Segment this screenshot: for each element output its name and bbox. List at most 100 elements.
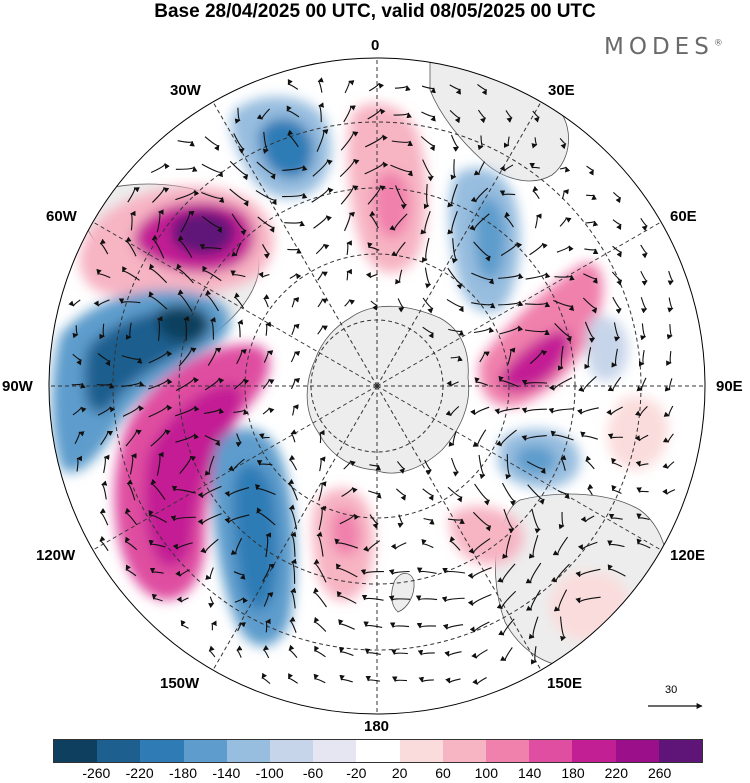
wind-arrow — [180, 210, 195, 233]
wind-arrow — [611, 457, 623, 468]
wind-arrow — [392, 676, 407, 682]
wind-arrow — [317, 298, 328, 308]
wind-arrow — [422, 297, 434, 314]
wind-arrow — [415, 595, 438, 602]
colorbar-tick-label: -60 — [302, 765, 324, 781]
wind-arrow — [341, 487, 358, 497]
wind-arrow — [395, 488, 407, 501]
colorbar-tick-label: -260 — [82, 765, 111, 781]
wind-arrow — [450, 134, 460, 152]
wind-arrow — [121, 355, 143, 364]
wind-arrow — [607, 564, 626, 577]
wind-arrow — [472, 511, 492, 532]
wind-arrow — [550, 563, 570, 583]
wind-arrow — [289, 616, 297, 633]
wind-arrow — [129, 453, 137, 475]
wind-arrow — [96, 268, 111, 279]
wind-arrow — [529, 163, 540, 169]
wind-arrow — [364, 648, 381, 655]
wind-arrow — [448, 431, 457, 447]
wind-arrow — [548, 407, 574, 414]
map-border — [48, 57, 706, 715]
wind-arrow — [369, 210, 379, 229]
wind-arrow — [314, 645, 326, 658]
wind-arrow — [176, 596, 189, 603]
colorbar-swatch — [313, 740, 357, 762]
wind-arrow — [503, 509, 515, 534]
colorbar-swatch — [529, 740, 573, 762]
antarctica-land — [306, 305, 470, 474]
wind-arrow — [521, 379, 548, 386]
wind-arrow — [365, 675, 381, 682]
wind-arrow — [291, 297, 300, 308]
wind-arrow — [201, 163, 223, 178]
wind-arrow — [478, 454, 486, 480]
wind-arrow — [233, 378, 250, 390]
wind-arrow — [265, 618, 271, 633]
wind-arrow — [197, 485, 222, 499]
wind-arrow — [394, 85, 411, 92]
wind-arrow — [317, 271, 328, 281]
wind-arrow — [548, 377, 573, 391]
wind-arrow — [313, 673, 326, 684]
wind-arrow — [612, 245, 622, 258]
wind-arrow — [479, 351, 490, 363]
wind-arrow — [255, 190, 277, 206]
wind-arrow — [417, 649, 435, 656]
wind-arrow — [584, 321, 596, 343]
wind-arrow — [262, 378, 275, 389]
wind-arrow — [339, 158, 360, 178]
wind-arrow — [663, 405, 674, 417]
wind-arrow — [531, 508, 541, 534]
lon-label-0: 0 — [371, 37, 380, 54]
wind-arrow — [338, 619, 355, 630]
wind-arrow — [179, 455, 196, 475]
wind-arrow — [287, 672, 298, 684]
wind-arrow — [468, 538, 491, 554]
colorbar-swatch — [97, 740, 141, 762]
lon-label-90e: 90E — [716, 378, 743, 395]
wind-arrow — [662, 461, 675, 469]
wind-arrow — [612, 296, 622, 314]
wind-arrow — [265, 532, 272, 558]
wind-arrow — [524, 301, 551, 308]
wind-arrow — [447, 184, 458, 208]
wind-arrow — [586, 194, 597, 200]
latitude-circle — [244, 253, 510, 519]
wind-arrow — [177, 289, 193, 312]
wind-arrow — [584, 248, 599, 255]
wind-arrow — [607, 376, 622, 392]
wind-arrow — [364, 161, 389, 175]
wind-arrow — [290, 429, 297, 443]
wind-arrow — [263, 592, 274, 607]
wind-arrow — [445, 677, 461, 684]
wind-arrow — [389, 622, 410, 628]
wind-arrow — [256, 460, 273, 466]
wind-arrow — [554, 274, 575, 281]
wind-arrow — [503, 136, 510, 148]
wind-arrow — [344, 299, 355, 307]
wind-arrow — [334, 538, 358, 549]
wind-arrow — [234, 107, 241, 124]
meridian-line — [376, 101, 542, 387]
wind-arrow — [449, 84, 461, 95]
wind-arrow — [235, 433, 242, 448]
wind-arrow — [175, 189, 200, 201]
wind-arrow — [346, 240, 352, 256]
wind-arrow — [125, 322, 132, 340]
wind-arrow — [499, 325, 524, 335]
colorbar-swatch — [442, 740, 487, 762]
wind-arrow — [666, 324, 673, 340]
wind-arrow — [101, 480, 108, 500]
wind-arrow — [262, 131, 269, 154]
wind-arrow — [150, 429, 171, 447]
wind-arrow — [477, 109, 486, 124]
wind-arrow — [611, 484, 622, 494]
wind-arrow — [318, 505, 327, 531]
wind-arrow — [467, 593, 492, 606]
wind-arrow — [370, 300, 378, 311]
wind-arrow — [319, 429, 325, 444]
wind-arrow — [558, 512, 565, 530]
wind-arrow — [234, 597, 248, 604]
wind-arrow — [368, 490, 382, 499]
